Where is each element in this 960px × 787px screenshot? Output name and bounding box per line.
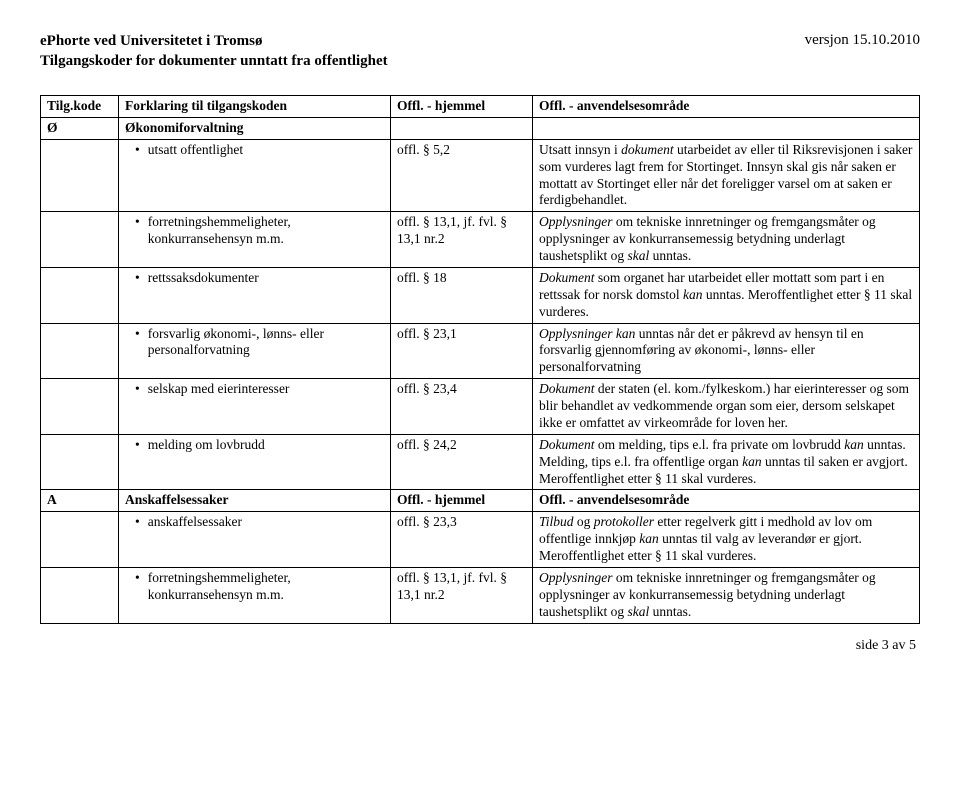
bullet-icon: • [135, 437, 140, 454]
row-hjemmel: offl. § 23,3 [391, 512, 533, 568]
bullet-label: forretningshemmeligheter, konkurransehen… [148, 214, 384, 248]
section-row: ØØkonomiforvaltning [41, 117, 920, 139]
page-header: ePhorte ved Universitetet i Tromsø Tilga… [40, 32, 920, 71]
table-row: • selskap med eierinteresser offl. § 23,4D… [41, 379, 920, 435]
bullet-icon: • [135, 514, 140, 531]
row-forklaring: • forretningshemmeligheter, konkurransehe… [119, 567, 391, 623]
row-code [41, 323, 119, 379]
row-code [41, 567, 119, 623]
table-header-row: Tilg.kodeForklaring til tilgangskodenOff… [41, 96, 920, 118]
section-omraade-header: Offl. - anvendelsesområde [533, 490, 920, 512]
bullet-label: selskap med eierinteresser [148, 381, 290, 398]
col-tilgkode: Tilg.kode [41, 96, 119, 118]
row-omraade: Opplysninger om tekniske innretninger og… [533, 567, 920, 623]
row-omraade: Tilbud og protokoller etter regelverk gi… [533, 512, 920, 568]
row-code [41, 212, 119, 268]
table-row: • melding om lovbrudd offl. § 24,2Dokument… [41, 434, 920, 490]
row-forklaring: • utsatt offentlighet [119, 139, 391, 212]
row-hjemmel: offl. § 13,1, jf. fvl. § 13,1 nr.2 [391, 567, 533, 623]
row-forklaring: • rettssaksdokumenter [119, 267, 391, 323]
table-row: • utsatt offentlighet offl. § 5,2Utsatt in… [41, 139, 920, 212]
section-row: AAnskaffelsessakerOffl. - hjemmelOffl. -… [41, 490, 920, 512]
bullet-label: anskaffelsessaker [148, 514, 242, 531]
row-omraade: Opplysninger kan unntas når det er påkre… [533, 323, 920, 379]
page: ePhorte ved Universitetet i Tromsø Tilga… [0, 0, 960, 678]
access-codes-table: Tilg.kodeForklaring til tilgangskodenOff… [40, 95, 920, 624]
section-omraade-header [533, 117, 920, 139]
row-forklaring: • melding om lovbrudd [119, 434, 391, 490]
table-row: • rettssaksdokumenter offl. § 18Dokument s… [41, 267, 920, 323]
bullet-icon: • [135, 214, 140, 231]
section-hjemmel-header [391, 117, 533, 139]
section-title: Økonomiforvaltning [119, 117, 391, 139]
table-row: • forretningshemmeligheter, konkurransehe… [41, 567, 920, 623]
row-omraade: Dokument som organet har utarbeidet elle… [533, 267, 920, 323]
row-hjemmel: offl. § 23,1 [391, 323, 533, 379]
row-code [41, 512, 119, 568]
row-forklaring: • selskap med eierinteresser [119, 379, 391, 435]
bullet-label: melding om lovbrudd [148, 437, 265, 454]
bullet-icon: • [135, 570, 140, 587]
row-omraade: Utsatt innsyn i dokument utarbeidet av e… [533, 139, 920, 212]
row-forklaring: • anskaffelsessaker [119, 512, 391, 568]
row-hjemmel: offl. § 5,2 [391, 139, 533, 212]
col-hjemmel: Offl. - hjemmel [391, 96, 533, 118]
row-code [41, 434, 119, 490]
row-code [41, 379, 119, 435]
bullet-label: forsvarlig økonomi-, lønns- eller person… [148, 326, 384, 360]
header-version: versjon 15.10.2010 [805, 32, 920, 49]
row-forklaring: • forretningshemmeligheter, konkurransehe… [119, 212, 391, 268]
table-row: • forsvarlig økonomi-, lønns- eller perso… [41, 323, 920, 379]
row-omraade: Dokument om melding, tips e.l. fra priva… [533, 434, 920, 490]
section-code: Ø [41, 117, 119, 139]
bullet-icon: • [135, 381, 140, 398]
table-row: • forretningshemmeligheter, konkurransehe… [41, 212, 920, 268]
row-hjemmel: offl. § 18 [391, 267, 533, 323]
section-code: A [41, 490, 119, 512]
header-left: ePhorte ved Universitetet i Tromsø Tilga… [40, 32, 388, 71]
row-forklaring: • forsvarlig økonomi-, lønns- eller perso… [119, 323, 391, 379]
section-hjemmel-header: Offl. - hjemmel [391, 490, 533, 512]
col-forklaring: Forklaring til tilgangskoden [119, 96, 391, 118]
row-hjemmel: offl. § 24,2 [391, 434, 533, 490]
row-code [41, 267, 119, 323]
header-line2: Tilgangskoder for dokumenter unntatt fra… [40, 52, 388, 72]
bullet-icon: • [135, 326, 140, 343]
bullet-icon: • [135, 142, 140, 159]
bullet-label: forretningshemmeligheter, konkurransehen… [148, 570, 384, 604]
col-omraade: Offl. - anvendelsesområde [533, 96, 920, 118]
table-row: • anskaffelsessaker offl. § 23,3Tilbud og … [41, 512, 920, 568]
row-code [41, 139, 119, 212]
bullet-label: utsatt offentlighet [148, 142, 243, 159]
row-hjemmel: offl. § 13,1, jf. fvl. § 13,1 nr.2 [391, 212, 533, 268]
row-omraade: Dokument der staten (el. kom./fylkeskom.… [533, 379, 920, 435]
bullet-label: rettssaksdokumenter [148, 270, 259, 287]
header-line1: ePhorte ved Universitetet i Tromsø [40, 32, 388, 52]
row-omraade: Opplysninger om tekniske innretninger og… [533, 212, 920, 268]
page-footer: side 3 av 5 [40, 638, 920, 654]
bullet-icon: • [135, 270, 140, 287]
section-title: Anskaffelsessaker [119, 490, 391, 512]
row-hjemmel: offl. § 23,4 [391, 379, 533, 435]
